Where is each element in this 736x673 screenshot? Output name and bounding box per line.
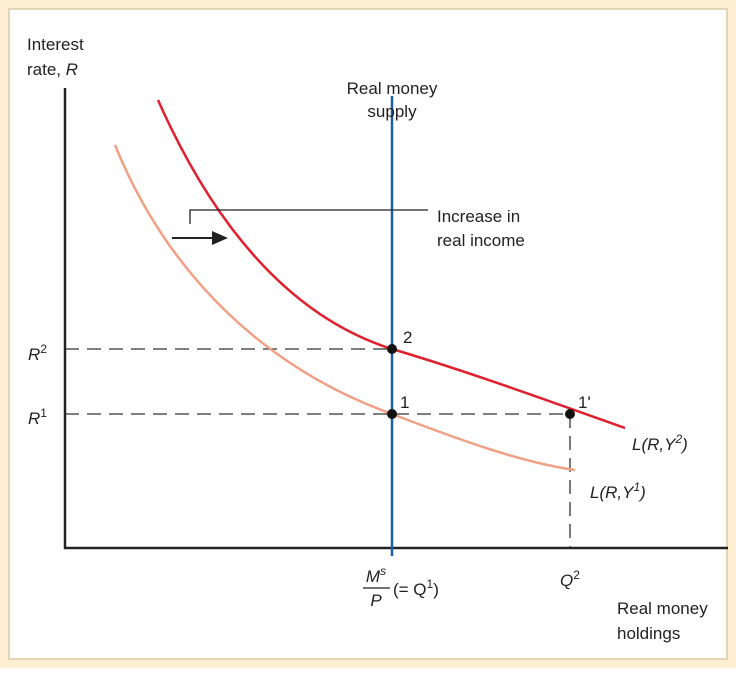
point <box>387 409 397 419</box>
supply-label: Real money <box>347 79 438 98</box>
point <box>387 344 397 354</box>
r2-label: R2 <box>28 342 47 364</box>
ms-label: Ms <box>366 564 386 586</box>
curve-y1 <box>113 144 576 472</box>
curve-label: L(R,Y1) <box>590 480 646 502</box>
curve-label: L(R,Y2) <box>632 432 688 454</box>
point <box>565 409 575 419</box>
q1-label: (= Q1) <box>393 577 439 599</box>
panel <box>8 8 728 660</box>
r1-label: R1 <box>28 406 47 428</box>
curve-y2 <box>156 99 626 430</box>
y-axis-label: Interest <box>27 35 84 54</box>
point-label: 1' <box>578 393 591 412</box>
point-label: 1 <box>400 393 409 412</box>
p-label: P <box>370 591 382 610</box>
y-axis-label: rate, R <box>27 60 78 79</box>
x-axis-label: holdings <box>617 624 680 643</box>
q2-label: Q2 <box>560 568 580 590</box>
supply-label: supply <box>367 102 417 121</box>
x-axis-label: Real money <box>617 599 708 618</box>
point-label: 2 <box>403 328 412 347</box>
arrow-head <box>212 231 228 245</box>
shift-label: real income <box>437 231 525 250</box>
leader-line <box>189 209 428 224</box>
shift-label: Increase in <box>437 207 520 226</box>
